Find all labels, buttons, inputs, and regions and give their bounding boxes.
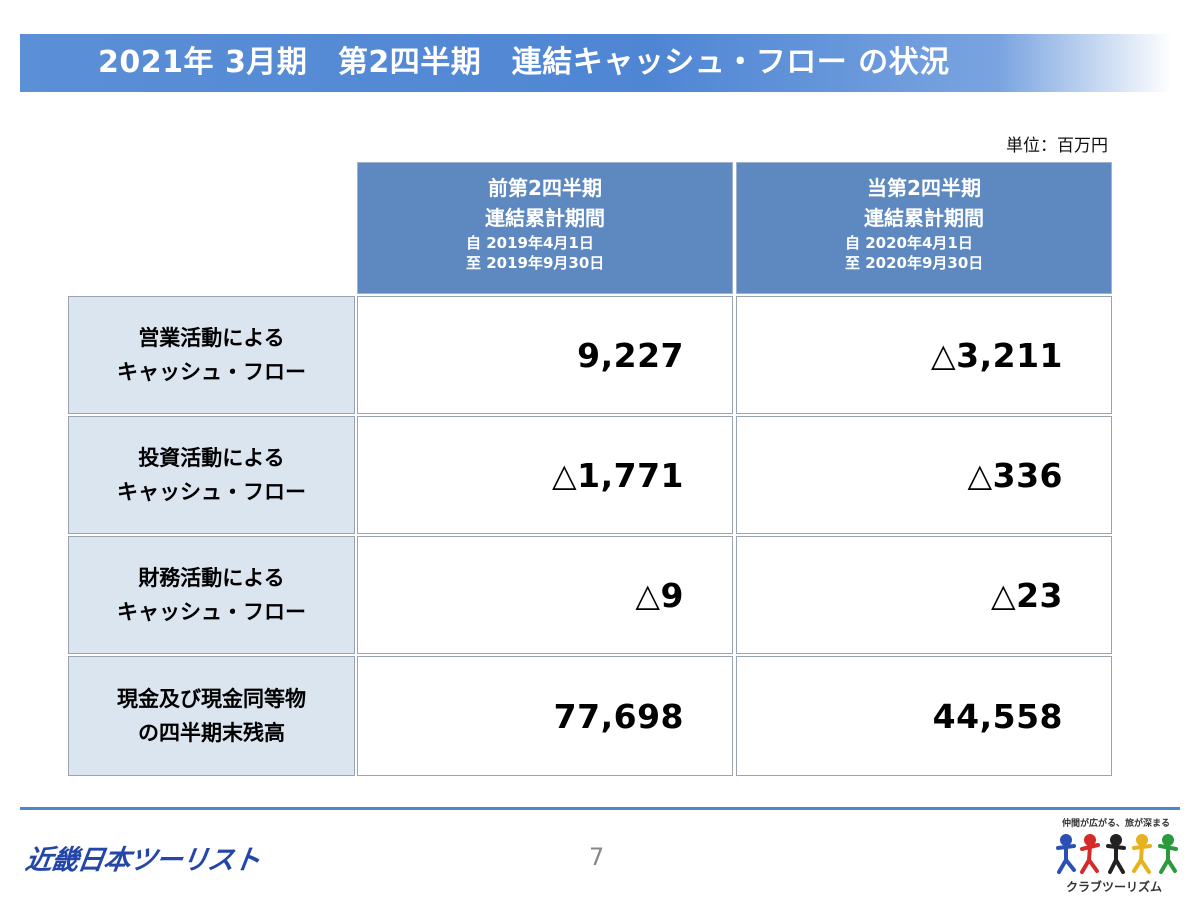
footer-divider — [20, 807, 1180, 810]
row-label-line1: 財務活動による — [138, 566, 285, 590]
value: 1,771 — [577, 455, 684, 495]
dancing-figures-icon — [1056, 834, 1178, 874]
table-cell-prev: △ 1,771 — [357, 416, 733, 534]
row-label-investing: 投資活動による キャッシュ・フロー — [68, 416, 355, 534]
table-cell-prev: △ 9 — [357, 536, 733, 654]
column-header-line2: 連結累計期間 — [485, 206, 605, 230]
table-cell-curr: △ 23 — [736, 536, 1112, 654]
value: 23 — [1016, 575, 1063, 615]
column-header-prev: 前第2四半期 連結累計期間 自 2019年4月1日 至 2019年9月30日 — [357, 162, 733, 294]
triangle-icon: △ — [931, 336, 957, 374]
row-label-line2: キャッシュ・フロー — [117, 600, 306, 624]
row-label-line2: キャッシュ・フロー — [117, 480, 306, 504]
unit-label: 単位：百万円 — [1006, 136, 1108, 156]
triangle-icon: △ — [967, 456, 993, 494]
row-label-line2: キャッシュ・フロー — [117, 360, 306, 384]
row-label-line2: の四半期末残高 — [138, 721, 285, 745]
column-header-date-from: 自 2019年4月1日 — [466, 234, 594, 252]
row-label-financing: 財務活動による キャッシュ・フロー — [68, 536, 355, 654]
row-label-line1: 投資活動による — [138, 446, 285, 470]
club-tagline: 仲間が広がる、旅が深まる — [1062, 819, 1171, 829]
club-tourism-logo: 仲間が広がる、旅が深まる クラブツーリズム — [1050, 816, 1190, 896]
column-header-date-to: 至 2020年9月30日 — [845, 254, 984, 272]
row-label-cash-balance: 現金及び現金同等物 の四半期末残高 — [68, 656, 355, 776]
table-cell-curr: 44,558 — [736, 656, 1112, 776]
club-brand: クラブツーリズム — [1066, 880, 1163, 894]
table-cell-curr: △ 3,211 — [736, 296, 1112, 414]
triangle-icon: △ — [552, 456, 578, 494]
table-cell-prev: 9,227 — [357, 296, 733, 414]
page-number: 7 — [589, 843, 605, 871]
title-bar — [20, 34, 1172, 92]
triangle-icon: △ — [635, 576, 661, 614]
row-label-line1: 現金及び現金同等物 — [117, 687, 306, 711]
value: 44,558 — [932, 696, 1063, 736]
value: 3,211 — [956, 335, 1063, 375]
value: 9 — [660, 575, 684, 615]
table-cell-curr: △ 336 — [736, 416, 1112, 534]
column-header-date-from: 自 2020年4月1日 — [845, 234, 973, 252]
value: 77,698 — [553, 696, 684, 736]
value: 9,227 — [577, 335, 684, 375]
company-logo: 近畿日本ツーリスト — [23, 845, 262, 876]
triangle-icon: △ — [990, 576, 1017, 614]
page-title: 2021年 3月期 第2四半期 連結キャッシュ・フロー の状況 — [98, 45, 950, 80]
value: 336 — [992, 455, 1063, 495]
column-header-line1: 当第2四半期 — [867, 176, 981, 200]
row-label-line1: 営業活動による — [138, 326, 285, 350]
column-header-line1: 前第2四半期 — [488, 176, 602, 200]
row-label-operating: 営業活動による キャッシュ・フロー — [68, 296, 355, 414]
table-cell-prev: 77,698 — [357, 656, 733, 776]
column-header-line2: 連結累計期間 — [864, 206, 984, 230]
column-header-curr: 当第2四半期 連結累計期間 自 2020年4月1日 至 2020年9月30日 — [736, 162, 1112, 294]
column-header-date-to: 至 2019年9月30日 — [466, 254, 605, 272]
